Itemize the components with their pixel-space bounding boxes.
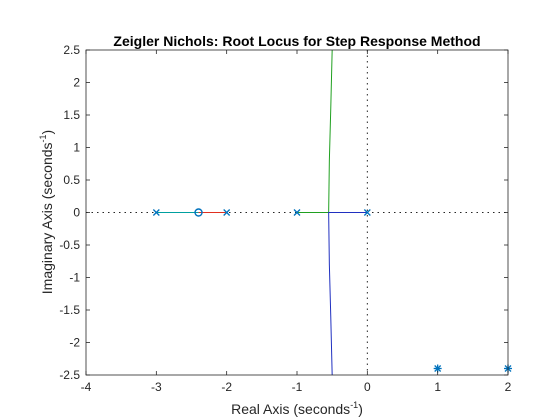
y-tick-label: 1.5	[63, 108, 80, 122]
locus-branches	[156, 49, 368, 376]
reference-lines	[86, 50, 508, 375]
pole-marker	[293, 209, 301, 216]
axis-ticks: -4 -3 -2 -1 0 1 2 -2.5 -2 -1.5 -1 -0.5 0 0.5 1 1.5 2 2.5	[59, 43, 511, 394]
y-tick-label: -2.5	[59, 368, 80, 382]
x-tick-label: 1	[434, 380, 441, 394]
x-tick-label: 2	[505, 380, 512, 394]
pole-marker	[152, 209, 160, 216]
y-tick-label: -2	[69, 336, 80, 350]
pole-marker	[363, 209, 371, 216]
locus-branch-4	[328, 212, 368, 376]
zero-marker	[194, 208, 203, 217]
y-tick-label: 0.5	[63, 173, 80, 187]
y-axis-label: Imaginary Axis (seconds-1)	[38, 130, 55, 294]
x-tick-label: 0	[364, 380, 371, 394]
y-tick-label: -1	[69, 271, 80, 285]
y-tick-label: -1.5	[59, 303, 80, 317]
x-tick-label: -3	[151, 380, 162, 394]
y-tick-label: 2.5	[63, 43, 80, 57]
y-tick-label: 2	[73, 76, 80, 90]
pole-marker	[223, 209, 231, 216]
y-tick-label: -0.5	[59, 238, 80, 252]
y-tick-label: 1	[73, 141, 80, 155]
chart-title: Zeigler Nichols: Root Locus for Step Res…	[113, 33, 480, 49]
locus-branch-3	[297, 49, 333, 213]
y-tick-label: 0	[73, 206, 80, 220]
x-tick-label: -1	[292, 380, 303, 394]
x-tick-label: -2	[221, 380, 232, 394]
x-axis-label: Real Axis (seconds-1)	[231, 400, 363, 417]
x-tick-label: -4	[81, 380, 92, 394]
